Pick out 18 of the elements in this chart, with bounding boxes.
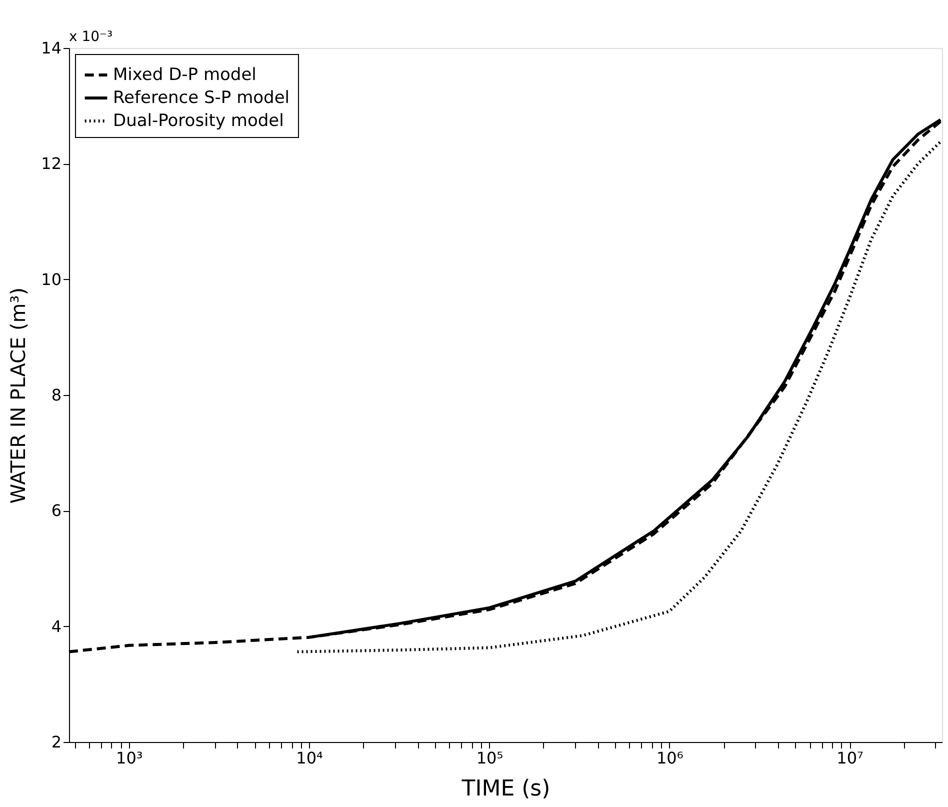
x-tick-label: 10⁵ [476,748,504,768]
y-tick-label: 6 [51,501,62,520]
x-tick-label: 10³ [116,748,143,768]
y-tick-label: 2 [51,732,62,752]
y-tick-label: 4 [51,616,62,636]
x-tick-label: 10⁷ [836,748,864,768]
x-tick-label: 10⁶ [656,748,684,768]
x-tick-label: 10⁴ [296,748,323,768]
y-tick-label: 14 [41,38,62,58]
legend-label: Mixed D-P model [113,65,256,85]
legend-label: Dual-Porosity model [113,111,284,131]
x-axis-title: TIME (s) [460,776,550,802]
y-tick-label: 8 [51,386,62,404]
y-axis-title: WATER IN PLACE (m³) [6,287,30,504]
text: x 10⁻³ [69,29,113,45]
y-tick-label: 10 [41,270,62,289]
legend-label: Reference S-P model [113,88,290,108]
y-tick-label: 12 [41,154,62,174]
